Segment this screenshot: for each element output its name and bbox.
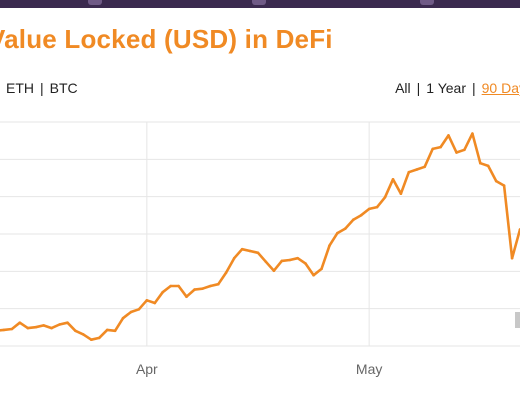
data-point: [479, 161, 482, 165]
data-point: [296, 256, 300, 260]
data-point: [359, 213, 363, 217]
data-point: [248, 249, 252, 253]
data-point: [423, 165, 427, 169]
data-point: [232, 256, 236, 260]
data-point: [66, 321, 69, 325]
data-point: [34, 325, 37, 329]
data-point: [471, 132, 474, 135]
data-point: [463, 148, 466, 152]
tab-notch: [420, 0, 434, 5]
data-point: [74, 329, 77, 333]
data-point: [97, 336, 101, 340]
data-point: [137, 308, 141, 311]
data-point: [153, 301, 157, 305]
data-point: [272, 269, 276, 273]
data-point: [26, 326, 30, 330]
asset-option-eth[interactable]: ETH: [6, 80, 34, 96]
data-point: [375, 205, 379, 209]
data-point: [431, 147, 435, 151]
data-point: [320, 267, 323, 271]
tab-notch: [252, 0, 266, 5]
data-point: [177, 284, 180, 288]
x-tick-label: May: [356, 361, 382, 377]
range-option-all[interactable]: All: [395, 80, 411, 96]
x-tick-label: Apr: [136, 361, 158, 377]
data-point: [50, 326, 53, 330]
range-option-1-year[interactable]: 1 Year: [426, 80, 466, 96]
data-point: [42, 324, 45, 327]
data-point: [304, 262, 307, 265]
data-point: [240, 247, 244, 251]
data-point: [90, 338, 93, 342]
chart-title: Value Locked (USD) in DeFi: [0, 24, 333, 54]
tab-notch: [88, 0, 102, 5]
range-option-90-day[interactable]: 90 Day: [481, 80, 520, 96]
data-point: [367, 207, 371, 211]
data-point: [201, 287, 204, 291]
data-point: [224, 271, 228, 274]
data-point: [344, 227, 347, 230]
data-point: [328, 244, 331, 247]
data-point: [58, 323, 61, 326]
top-navigation-bar: [0, 0, 520, 8]
data-point: [185, 295, 188, 299]
data-point: [256, 251, 260, 255]
data-point: [502, 184, 506, 187]
data-point: [10, 327, 14, 331]
data-point: [113, 329, 117, 333]
data-point: [161, 290, 164, 294]
separator: |: [40, 80, 44, 96]
data-point: [217, 282, 220, 286]
data-point: [129, 310, 133, 314]
data-point: [280, 259, 284, 263]
scroll-indicator: [515, 312, 520, 328]
data-point: [510, 256, 514, 260]
data-point: [82, 333, 85, 336]
data-point: [494, 179, 498, 183]
data-point: [391, 178, 395, 181]
data-point: [399, 192, 403, 195]
data-point: [105, 328, 109, 332]
separator: |: [416, 80, 421, 96]
data-point: [209, 284, 212, 288]
data-point: [312, 273, 315, 277]
data-point: [439, 145, 442, 149]
data-point: [193, 288, 196, 291]
data-point: [352, 218, 355, 221]
data-point: [2, 328, 6, 332]
data-point: [264, 260, 268, 264]
data-point: [486, 164, 490, 168]
data-point: [18, 321, 22, 325]
data-point: [288, 258, 292, 262]
data-point: [145, 299, 149, 302]
asset-toggle-group: ETH | BTC: [6, 80, 78, 96]
time-range-toggle-group: All | 1 Year | 90 Day: [395, 80, 520, 96]
data-point: [455, 151, 458, 154]
data-point: [407, 170, 411, 174]
separator: |: [472, 80, 476, 96]
data-point: [447, 134, 450, 137]
data-point: [415, 168, 419, 171]
data-point: [121, 316, 125, 320]
data-point: [336, 231, 339, 235]
data-point: [383, 196, 387, 199]
asset-option-btc[interactable]: BTC: [49, 80, 78, 96]
data-point: [169, 284, 172, 288]
